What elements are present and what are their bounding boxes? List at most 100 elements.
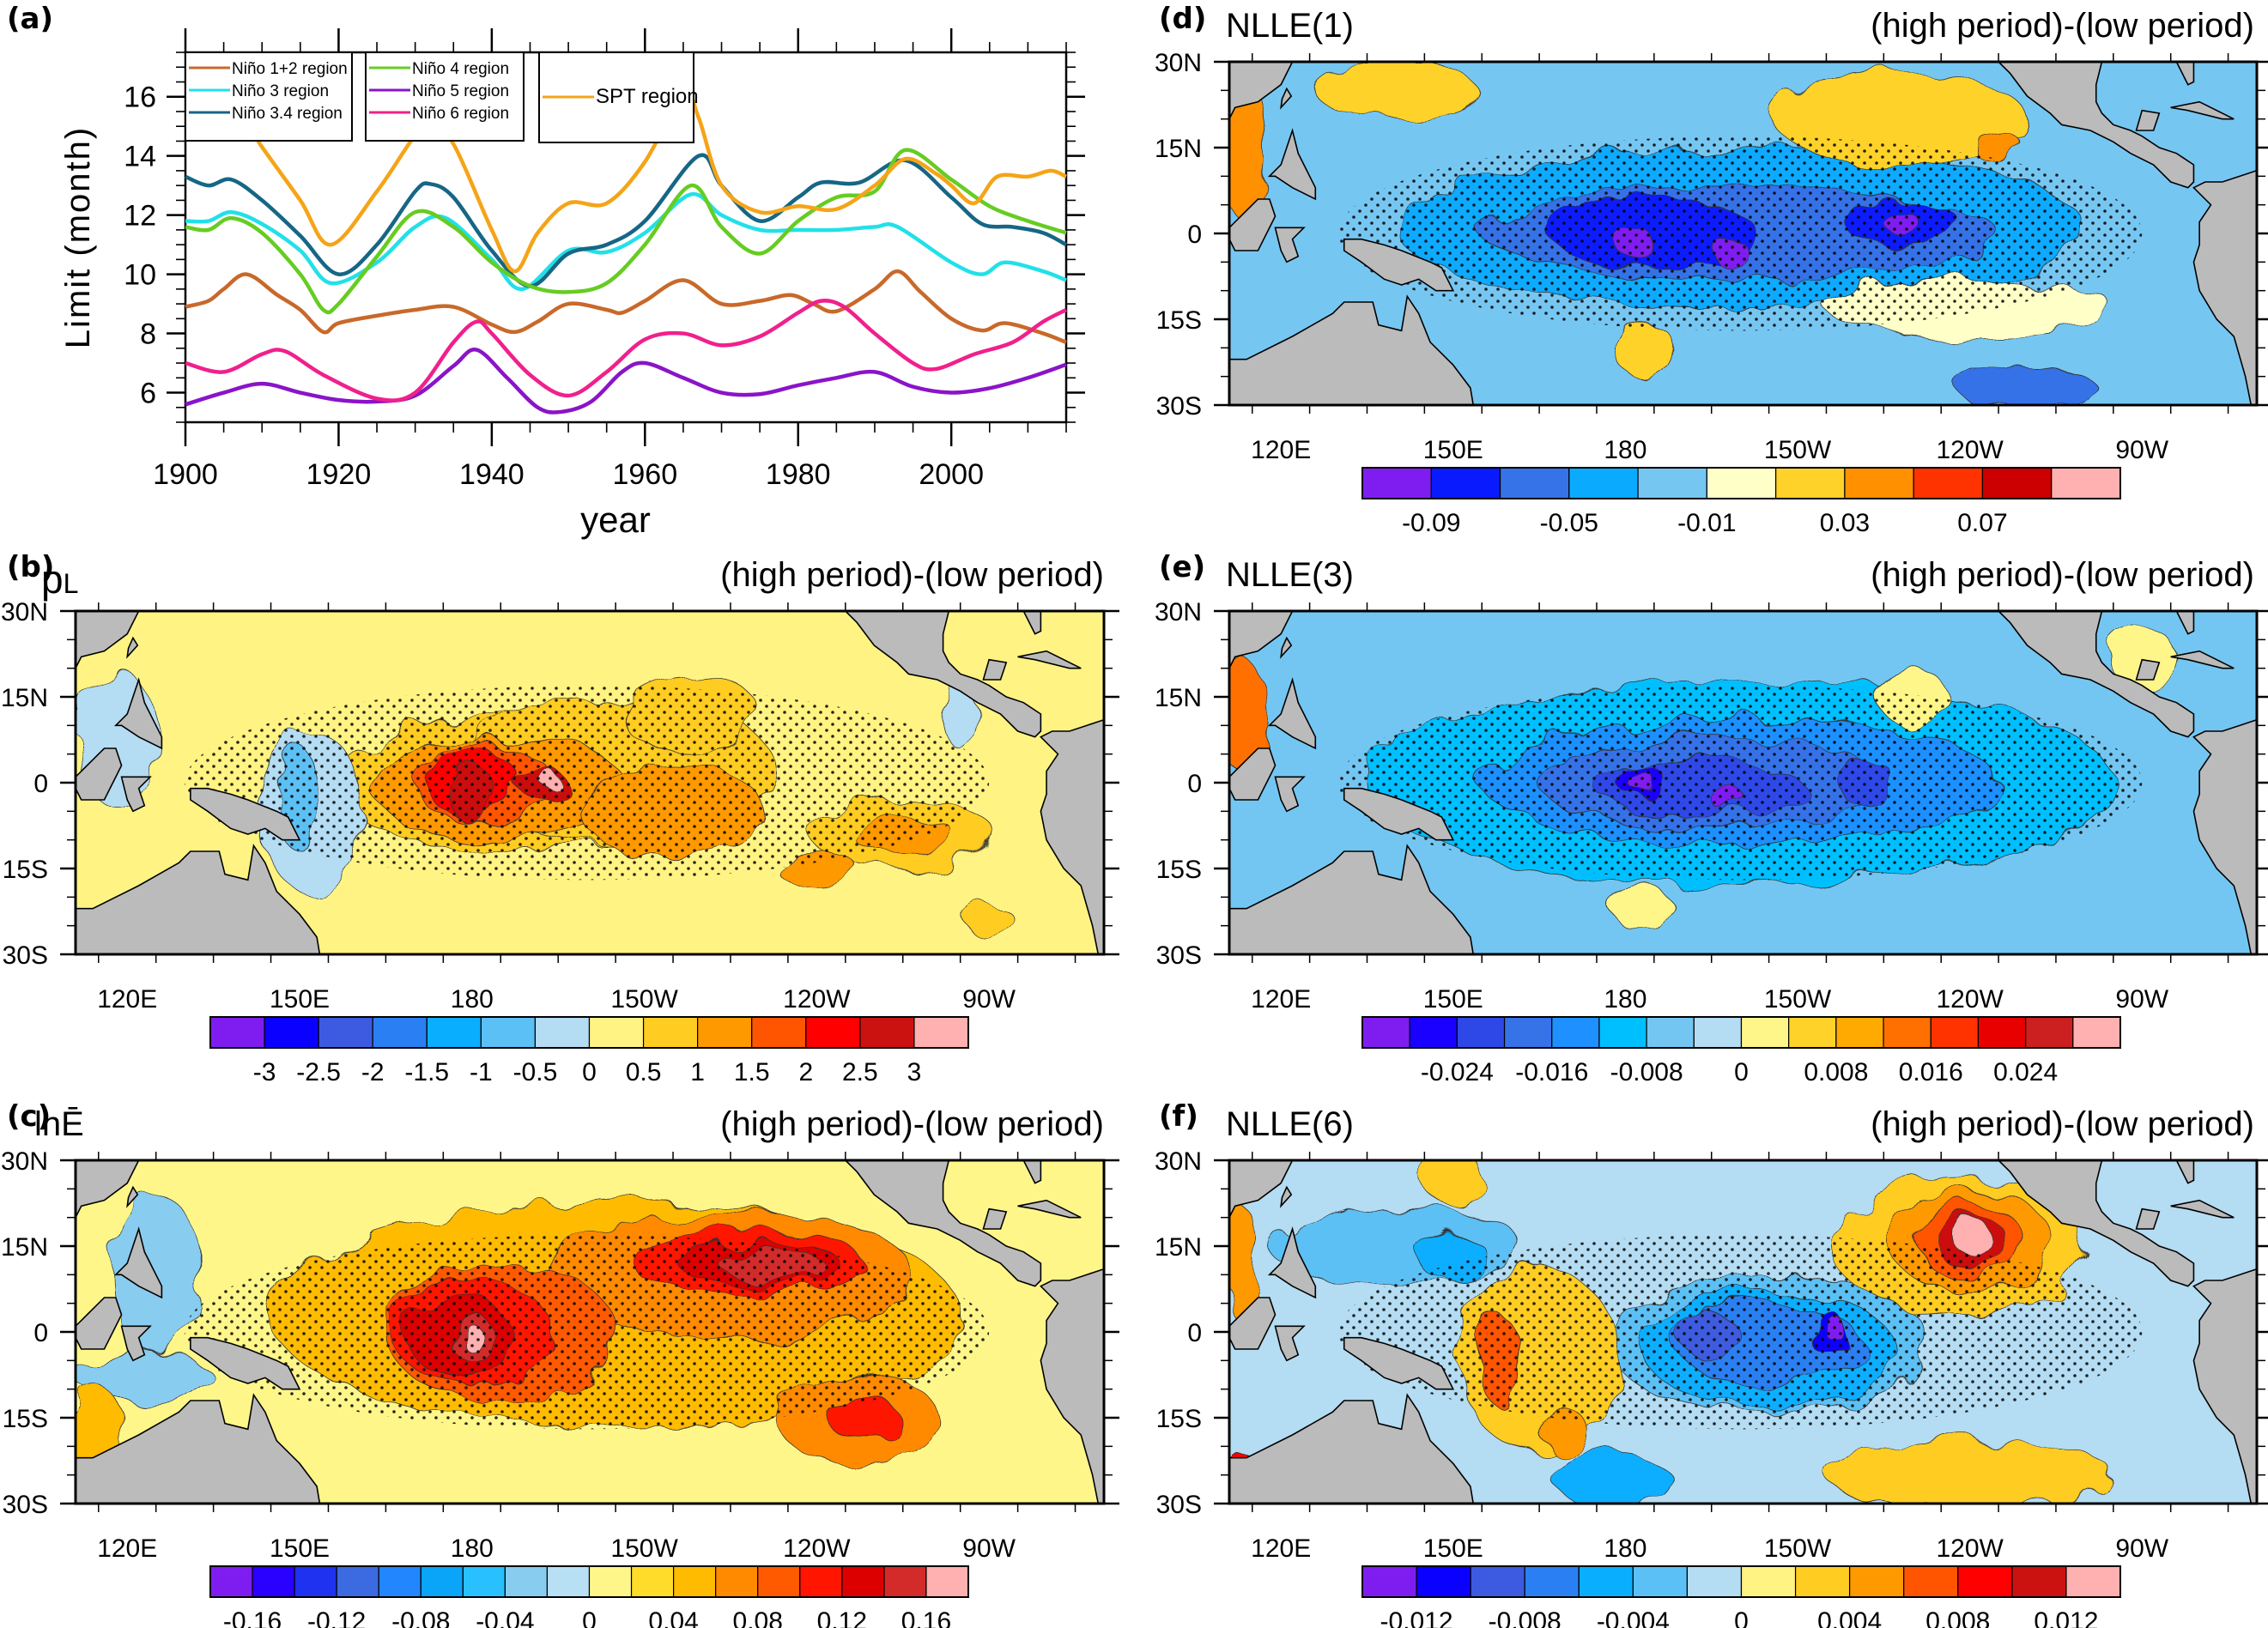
lon-tick-label: 120E: [1251, 1534, 1311, 1563]
panel-d-subtitle: (high period)-(low period): [1871, 7, 2254, 45]
colorbar-swatch: [2065, 1565, 2121, 1598]
colorbar-swatch: [1524, 1565, 1580, 1598]
map-e: 120E 150E 180 150W 120W 90W 30N 15N 0 15S 30S: [1155, 598, 2268, 1014]
land-yucatan: [982, 658, 1008, 681]
colorbar-swatch: [751, 1016, 807, 1049]
map-content: [1229, 611, 2257, 954]
colorbar-swatch: [1470, 1565, 1525, 1598]
legend-label: Niño 4 region: [412, 60, 509, 78]
colorbar-swatch: [588, 1565, 633, 1598]
colorbar-label: 0: [582, 1607, 597, 1628]
land-australia: [1229, 294, 1475, 405]
series-line-ni-o-5-region: [185, 348, 1067, 415]
colorbar-label: -0.008: [1610, 1058, 1683, 1086]
land-australia: [76, 844, 321, 954]
land-cuba: [2170, 100, 2235, 120]
lat-tick-label: 15N: [1155, 1233, 1202, 1262]
colorbar-swatch: [1499, 467, 1570, 499]
map-content: [76, 1160, 1104, 1504]
land-newguinea: [190, 1336, 301, 1390]
lon-tick-label: 120W: [783, 1534, 851, 1563]
lon-tick-label: 120E: [1251, 985, 1311, 1014]
x-tick-label: 1920: [306, 458, 372, 491]
lon-tick-label: 90W: [962, 985, 1016, 1014]
land-philippines: [1267, 128, 1317, 201]
land-cuba: [1017, 650, 1082, 669]
land-australia: [76, 1393, 321, 1504]
lat-tick-label: 30S: [1156, 941, 1202, 970]
legend-label: Niño 3 region: [232, 82, 329, 100]
colorbar-frame: [209, 1565, 969, 1598]
lon-tick-label: 90W: [962, 1534, 1016, 1563]
colorbar-label: 0.004: [1817, 1607, 1882, 1628]
panel-c-letter: (c): [7, 1099, 52, 1134]
lat-tick-label: 0: [1187, 1319, 1202, 1347]
land-sulawesi: [120, 776, 152, 813]
lon-tick-label: 120E: [97, 985, 157, 1014]
contour-region: [1957, 364, 2097, 405]
colorbar-swatch: [1794, 1565, 1851, 1598]
land-borneo: [76, 747, 123, 801]
lon-tick-label: 90W: [2115, 1534, 2168, 1563]
land-philippines: [1267, 677, 1317, 750]
colorbar-label: -0.01: [1677, 509, 1736, 537]
colorbar-swatch: [480, 1016, 537, 1049]
lat-tick-label: 15N: [1155, 135, 1202, 163]
series-line-ni-o-3-region: [185, 192, 1067, 292]
land-yucatan: [2135, 1207, 2161, 1230]
land-borneo: [1229, 198, 1277, 251]
panel-b-subtitle: (high period)-(low period): [720, 556, 1104, 594]
colorbar-label: -0.016: [1515, 1058, 1588, 1086]
lon-tick-label: 120W: [1936, 985, 2004, 1014]
legend-box: SPT region: [538, 51, 699, 143]
colorbar-swatch: [757, 1565, 801, 1598]
colorbar-d: -0.09 -0.05 -0.01 0.03 0.07: [1361, 467, 2121, 537]
colorbar-swatch: [1693, 1016, 1743, 1049]
colorbar-label: -0.012: [1380, 1607, 1453, 1628]
colorbar-label: 0.16: [901, 1607, 951, 1628]
lon-tick-label: 150E: [270, 985, 330, 1014]
lat-tick-label: 30N: [1155, 598, 1202, 626]
colorbar-swatch: [1646, 1016, 1695, 1049]
panel-a-letter: (a): [7, 2, 54, 36]
colorbar-swatch: [588, 1016, 645, 1049]
panel-b-title-sub: L: [63, 568, 79, 599]
lat-tick-label: 15N: [1, 1233, 48, 1262]
colorbar-b: -3 -2.5 -2 -1.5 -1 -0.5 0 0.5 1 1.5 2 2.5 3: [209, 1016, 969, 1086]
lon-tick-label: 150E: [1423, 436, 1483, 464]
lon-tick-label: 180: [1604, 436, 1646, 464]
colorbar-swatch: [799, 1565, 843, 1598]
map-b: 120E 150E 180 150W 120W 90W 30N 15N 0 15S 30S: [1, 598, 1119, 1014]
land-cuba: [2170, 650, 2235, 669]
colorbar-label: 0: [1734, 1058, 1749, 1086]
land-northamerica: [844, 611, 1042, 738]
land-newguinea: [190, 787, 301, 841]
lat-tick-label: 15S: [1156, 1405, 1202, 1433]
colorbar-label: 0: [1734, 1607, 1749, 1628]
colorbar-swatch: [209, 1016, 265, 1049]
x-axis-label: year: [580, 499, 651, 540]
panel-b-title: pL: [41, 556, 78, 602]
land-florida: [2175, 62, 2195, 86]
land-sulawesi: [1274, 227, 1306, 263]
land-sulawesi: [1274, 1325, 1306, 1362]
land-southamerica: [1040, 1268, 1104, 1504]
series-line-ni-o-3-4-region: [185, 153, 1068, 288]
colorbar-swatch: [1361, 467, 1432, 499]
colorbar-swatch: [1775, 467, 1846, 499]
colorbar-swatch: [1835, 1016, 1884, 1049]
land-sulawesi: [1274, 776, 1306, 813]
y-tick-label: 16: [124, 82, 156, 114]
lon-tick-label: 150E: [1423, 1534, 1483, 1563]
lon-tick-label: 120W: [1936, 1534, 2004, 1563]
line-chart-a: 1900 1920 1940 1960 1980 2000 6 8 10 12 14 16 year Li…: [59, 28, 1085, 540]
colorbar-label: -0.004: [1597, 1607, 1670, 1628]
colorbar-swatch: [1977, 1016, 2027, 1049]
colorbar-frame: [1361, 1565, 2121, 1598]
legend-label: Niño 1+2 region: [232, 60, 348, 78]
legend-box: Niño 4 region Niño 5 region Niño 6 region: [365, 51, 525, 142]
colorbar-label: 0.07: [1957, 509, 2007, 537]
colorbar-swatch: [2011, 1565, 2067, 1598]
land-northamerica: [844, 1160, 1042, 1287]
colorbar-swatch: [1632, 1565, 1689, 1598]
